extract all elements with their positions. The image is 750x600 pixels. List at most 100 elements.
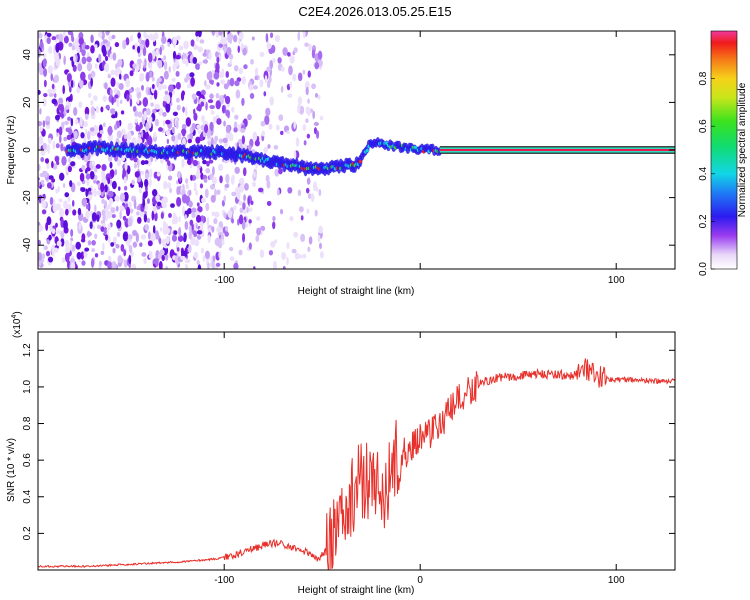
spectrogram-cell bbox=[318, 188, 322, 197]
spectrogram-cell bbox=[259, 249, 265, 258]
spectrogram-cell bbox=[197, 264, 202, 269]
spectrogram-cell bbox=[61, 121, 65, 130]
spectrogram-cell bbox=[177, 132, 182, 140]
x-tick-label: 0 bbox=[417, 575, 423, 586]
spectrogram-cell bbox=[140, 170, 145, 176]
spectrogram-cell bbox=[209, 121, 214, 132]
y-tick-label: 1.2 bbox=[22, 343, 33, 357]
spectrogram-cell bbox=[298, 254, 303, 259]
spectrogram-cell bbox=[315, 130, 320, 139]
spectrogram-cell bbox=[66, 73, 72, 83]
spectrogram-cell bbox=[87, 240, 92, 246]
spectrogram-cell bbox=[119, 192, 126, 202]
spectrogram-cell bbox=[55, 203, 61, 211]
spectrogram-cell bbox=[244, 182, 249, 191]
spectrogram-cell bbox=[207, 99, 214, 104]
spectrogram-cell bbox=[238, 200, 243, 206]
spectrogram-cell bbox=[159, 249, 165, 256]
spectrogram-cell bbox=[193, 182, 197, 188]
spectrogram-cell bbox=[181, 158, 185, 168]
spectrogram-cell bbox=[150, 232, 156, 242]
spectrogram-cell bbox=[136, 211, 140, 216]
spectrogram-cell bbox=[44, 245, 48, 251]
spectrogram-cell bbox=[38, 89, 41, 95]
spectrogram-cell bbox=[306, 133, 311, 139]
spectrogram-cell bbox=[51, 244, 55, 254]
spectrogram-cell bbox=[95, 105, 99, 114]
spectrogram-cell bbox=[133, 199, 137, 210]
spectrogram-cell bbox=[181, 128, 187, 135]
spectrogram-cell bbox=[60, 230, 65, 239]
spectrogram-cell bbox=[47, 256, 54, 263]
spectrogram-cell bbox=[240, 128, 246, 133]
spectrogram-cell bbox=[69, 258, 76, 264]
spectrogram-cell bbox=[230, 175, 235, 185]
spectrogram-cell bbox=[89, 221, 93, 229]
spectrogram-cell bbox=[147, 136, 153, 146]
spectrogram-cell bbox=[178, 226, 182, 237]
spectrogram-cell bbox=[65, 105, 70, 110]
spectrogram-cell bbox=[155, 48, 160, 56]
spectrogram-cell bbox=[107, 177, 111, 185]
spectrogram-cell bbox=[38, 163, 41, 172]
spectrogram-ridge bbox=[65, 137, 675, 177]
spectrogram-cell bbox=[144, 172, 150, 180]
spectrogram-cell bbox=[96, 190, 102, 196]
spectrogram-cell bbox=[120, 155, 126, 162]
spectrogram-cell bbox=[209, 93, 214, 99]
spectrogram-cell bbox=[132, 67, 135, 73]
spectrogram-cell bbox=[111, 260, 117, 269]
ridge-peak bbox=[358, 159, 362, 164]
spectrogram-cell bbox=[185, 183, 189, 190]
spectrogram-cell bbox=[54, 114, 60, 121]
spectrogram-cell bbox=[263, 146, 269, 154]
spectrogram-cell bbox=[165, 131, 171, 136]
spectrogram-cell bbox=[215, 51, 219, 58]
spectrogram-cell bbox=[317, 94, 321, 101]
spectrogram-cell bbox=[134, 118, 138, 124]
spectrogram-cell bbox=[58, 33, 64, 44]
spectrogram-cell bbox=[56, 240, 62, 247]
spectrogram-cell bbox=[109, 161, 113, 169]
spectrogram-cell bbox=[51, 83, 55, 90]
spectrogram-cell bbox=[39, 108, 42, 115]
spectrogram-cell bbox=[70, 262, 76, 269]
spectrogram-cell bbox=[172, 36, 177, 46]
spectrogram-cell bbox=[314, 61, 320, 70]
spectrogram-cell bbox=[266, 66, 271, 73]
spectrogram-cell bbox=[110, 242, 115, 247]
y-tick-label: 0.8 bbox=[22, 416, 33, 430]
spectrogram-cell bbox=[307, 98, 310, 104]
spectrogram-cell bbox=[204, 80, 207, 87]
spectrogram-cell bbox=[199, 183, 204, 189]
spectrogram-cell bbox=[247, 207, 253, 212]
spectrogram-cell bbox=[273, 144, 279, 150]
spectrogram-cell bbox=[175, 97, 180, 103]
spectrogram-cell bbox=[126, 131, 132, 141]
figure-title: C2E4.2026.013.05.25.E15 bbox=[298, 4, 451, 19]
spectrogram-cell bbox=[177, 235, 184, 242]
spectrogram-cell bbox=[72, 41, 76, 46]
spectrogram-cell bbox=[135, 232, 139, 243]
spectrogram-cell bbox=[273, 260, 277, 269]
spectrogram-cell bbox=[62, 183, 66, 188]
spectrogram-cell bbox=[227, 32, 234, 41]
colorbar-tick-label: 0.8 bbox=[698, 71, 709, 85]
spectrogram-cell bbox=[235, 186, 241, 194]
spectrogram-cell bbox=[123, 249, 127, 257]
spectrogram-cell bbox=[196, 260, 200, 266]
spectrogram-cell bbox=[292, 73, 297, 82]
spectrogram-cell bbox=[151, 189, 158, 197]
spectrogram-cell bbox=[175, 54, 181, 60]
spectrogram-cell bbox=[176, 104, 181, 111]
spectrogram-cell bbox=[172, 111, 179, 117]
spectrogram-cell bbox=[102, 212, 106, 223]
spectrogram-cell bbox=[98, 260, 102, 267]
spectrogram-cell bbox=[115, 205, 119, 212]
spectrogram-cell bbox=[225, 109, 231, 117]
spectrogram-cell bbox=[125, 37, 130, 46]
spectrogram-cell bbox=[107, 73, 112, 79]
spectrogram-cell bbox=[277, 57, 282, 64]
spectrogram-cell bbox=[39, 126, 43, 132]
spectrogram-cell bbox=[225, 124, 231, 134]
